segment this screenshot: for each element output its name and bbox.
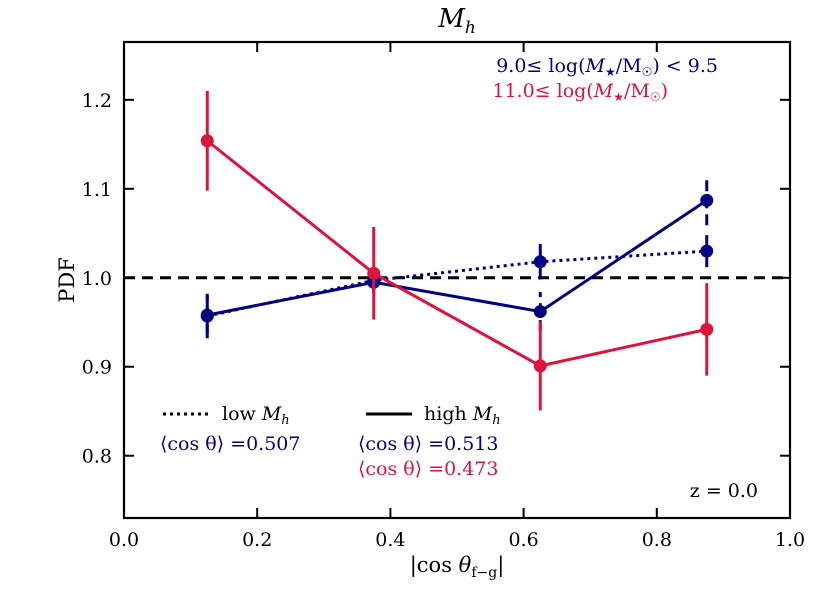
x-tick-label: 0.2 bbox=[242, 529, 272, 551]
x-tick-label: 0.0 bbox=[109, 529, 139, 551]
plot-frame bbox=[122, 40, 792, 520]
legend-entry-high-mass: 11.0≤ log(M★/M☉) bbox=[492, 80, 668, 104]
series-0 bbox=[200, 235, 714, 339]
mean-cos-high-crimson: ⟨cos θ⟩ =0.473 bbox=[358, 458, 499, 480]
y-tick-label: 1.0 bbox=[82, 268, 112, 290]
series-line bbox=[206, 139, 708, 368]
y-tick-label: 1.2 bbox=[82, 90, 112, 112]
x-tick-label: 0.6 bbox=[508, 529, 538, 551]
data-point bbox=[533, 255, 547, 269]
legend-entry-low-mass: 9.0≤ log(M★/M☉) < 9.5 bbox=[496, 55, 718, 79]
data-point bbox=[367, 266, 381, 280]
series-group bbox=[200, 90, 714, 411]
y-tick-label: 0.8 bbox=[82, 446, 112, 468]
legend-low-label: low Mh bbox=[222, 403, 290, 428]
redshift-label: z = 0.0 bbox=[690, 480, 758, 502]
data-point bbox=[700, 244, 714, 258]
data-point bbox=[533, 359, 547, 373]
x-tick-label: 0.4 bbox=[375, 529, 405, 551]
chart-title: Mh bbox=[437, 4, 476, 38]
mean-cos-low: ⟨cos θ⟩ =0.507 bbox=[160, 433, 301, 455]
y-tick-label: 0.9 bbox=[82, 357, 112, 379]
series-line bbox=[206, 199, 708, 317]
mean-cos-high-navy: ⟨cos θ⟩ =0.513 bbox=[358, 433, 499, 455]
data-point bbox=[533, 305, 547, 319]
y-axis-label: PDF bbox=[55, 257, 79, 303]
data-point bbox=[200, 309, 214, 323]
x-tick-label: 0.8 bbox=[642, 529, 672, 551]
data-point bbox=[700, 322, 714, 336]
axis-ticks-group: 0.0 0.2 0.4 0.6 0.8 1.0 0.8 0.9 1.0 1.1 1.2 bbox=[82, 42, 805, 551]
legend-high-label: high Mh bbox=[424, 403, 501, 428]
x-axis-label: |cos θf−g| bbox=[410, 553, 505, 581]
series-2 bbox=[200, 90, 714, 411]
y-tick-label: 1.1 bbox=[82, 179, 112, 201]
x-tick-label: 1.0 bbox=[775, 529, 805, 551]
data-point bbox=[700, 193, 714, 207]
series-line bbox=[206, 249, 707, 318]
data-point bbox=[200, 134, 214, 148]
